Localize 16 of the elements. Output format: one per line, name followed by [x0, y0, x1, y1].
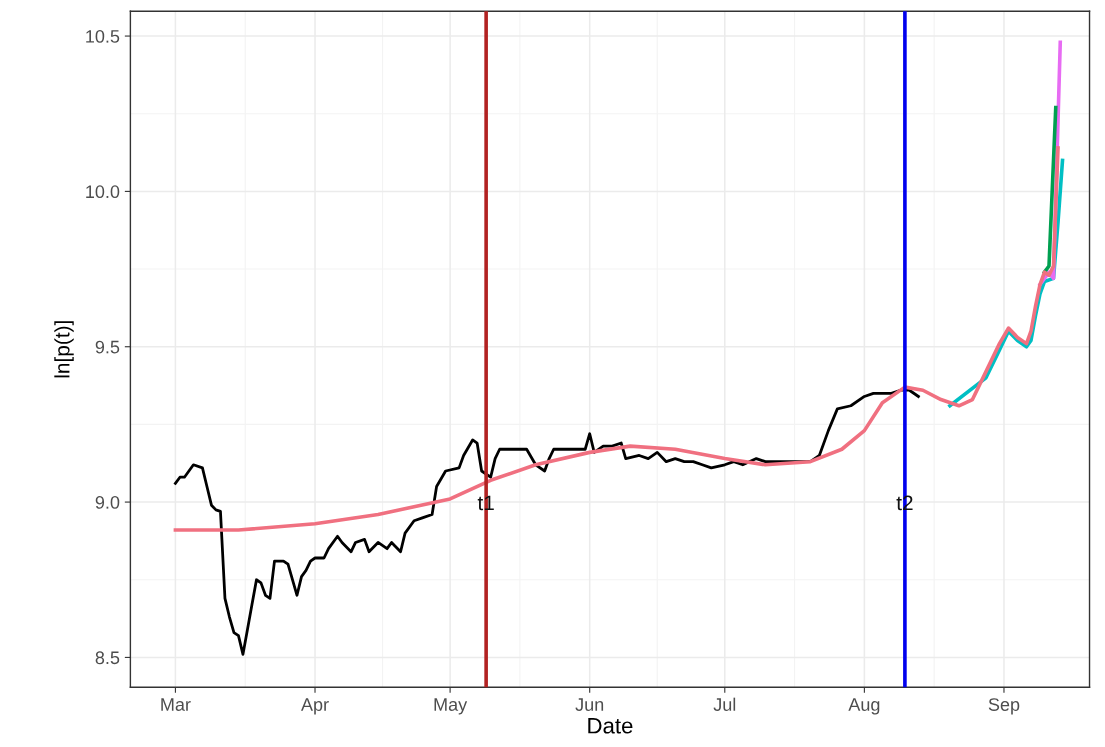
line-series — [173, 146, 1060, 532]
line-series — [174, 388, 920, 656]
x-tick-label: Sep — [988, 698, 1020, 715]
y-tick-label: 9.0 — [95, 496, 120, 509]
x-tick-label: Aug — [848, 698, 880, 715]
x-axis-title: Date — [588, 718, 633, 734]
x-tick-label: Mar — [161, 698, 191, 711]
x-tick-label: Jun — [575, 698, 604, 711]
y-axis-title: ln[p(t)] — [54, 321, 74, 378]
y-tick-label: 10.0 — [86, 185, 120, 199]
y-tick-label: 9.5 — [95, 340, 120, 354]
x-tick-label: Jul — [713, 697, 736, 711]
x-tick-label: Apr — [301, 698, 329, 715]
x-tick-label: May — [434, 698, 468, 715]
y-tick-label: 8.5 — [95, 651, 120, 665]
y-tick-label: 10.5 — [86, 29, 120, 43]
